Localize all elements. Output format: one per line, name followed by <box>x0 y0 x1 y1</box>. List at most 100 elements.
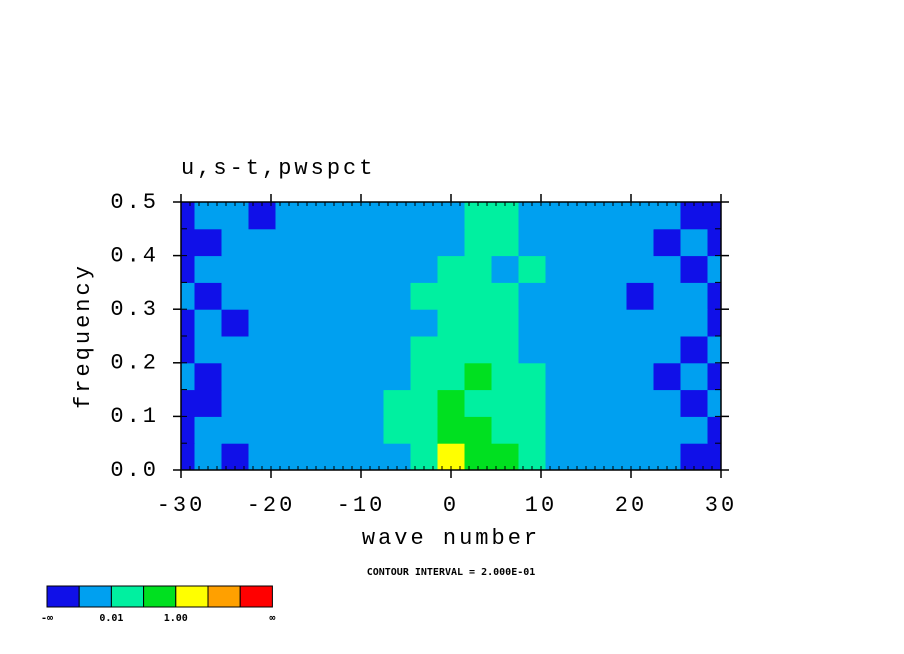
contour-cell <box>518 228 546 257</box>
colorbar-label: -∞ <box>41 613 53 624</box>
contour-cell <box>599 362 627 391</box>
annotation: CONTOUR INTERVAL = 2.000E-01 <box>367 567 536 578</box>
contour-cell <box>248 255 276 283</box>
contour-cell <box>653 282 681 310</box>
contour-cell <box>383 362 411 391</box>
contour-cell <box>302 362 330 391</box>
contour-cell <box>491 309 519 337</box>
contour-cell <box>194 336 222 364</box>
contour-cell <box>599 255 627 283</box>
contour-cell <box>680 282 708 310</box>
contour-cell <box>410 255 438 283</box>
contour-cell <box>707 202 721 230</box>
contour-cell <box>181 336 195 364</box>
contour-cell <box>356 336 384 364</box>
contour-cell <box>383 309 411 337</box>
contour-cell <box>545 389 573 417</box>
contour-cell <box>410 309 438 337</box>
contour-cell <box>356 362 384 391</box>
contour-cell <box>383 282 411 310</box>
contour-cell <box>599 309 627 337</box>
contour-cell <box>383 228 411 257</box>
contour-cell <box>653 443 681 470</box>
contour-cell <box>302 255 330 283</box>
contour-cell <box>626 255 654 283</box>
contour-cell <box>356 389 384 417</box>
contour-cell <box>437 389 465 417</box>
contour-cell <box>221 362 249 391</box>
contour-cell <box>410 202 438 230</box>
contour-cell <box>329 282 357 310</box>
contour-cell <box>545 443 573 470</box>
contour-cell <box>680 228 708 257</box>
contour-cell <box>383 255 411 283</box>
contour-cell <box>221 309 249 337</box>
contour-cell <box>518 202 546 230</box>
contour-cell <box>437 255 465 283</box>
contour-cell <box>302 389 330 417</box>
contour-cell <box>181 309 195 337</box>
contour-cell <box>599 336 627 364</box>
contour-cell <box>491 362 519 391</box>
contour-cell <box>707 389 721 417</box>
contour-cell <box>464 389 492 417</box>
colorbar-label: ∞ <box>269 613 275 624</box>
colorbar-swatch <box>143 585 177 608</box>
contour-cell <box>599 228 627 257</box>
contour-cell <box>275 255 303 283</box>
contour-cell <box>707 336 721 364</box>
contour-cell <box>181 389 195 417</box>
contour-cell <box>653 389 681 417</box>
contour-field <box>181 202 721 470</box>
contour-cell <box>572 309 600 337</box>
contour-cell <box>626 336 654 364</box>
contour-cell <box>680 389 708 417</box>
contour-cell <box>302 416 330 444</box>
contour-cell <box>302 443 330 470</box>
contour-cell <box>221 336 249 364</box>
contour-cell <box>329 416 357 444</box>
contour-cell <box>545 309 573 337</box>
contour-cell <box>707 255 721 283</box>
contour-cell <box>680 255 708 283</box>
contour-cell <box>680 336 708 364</box>
x-tick-label: 0 <box>443 493 459 518</box>
contour-cell <box>707 228 721 257</box>
contour-cell <box>329 389 357 417</box>
contour-cell <box>194 309 222 337</box>
contour-cell <box>626 416 654 444</box>
contour-cell <box>464 202 492 230</box>
contour-cell <box>437 443 465 470</box>
contour-cell <box>545 202 573 230</box>
contour-cell <box>181 416 195 444</box>
contour-cell <box>329 228 357 257</box>
contour-cell <box>329 202 357 230</box>
contour-cell <box>707 362 721 391</box>
contour-cell <box>194 443 222 470</box>
x-tick-label: -30 <box>157 493 206 518</box>
contour-cell <box>707 309 721 337</box>
chart-title: u,s-t,pwspct <box>181 156 375 181</box>
contour-cell <box>491 389 519 417</box>
contour-cell <box>599 202 627 230</box>
contour-cell <box>194 416 222 444</box>
contour-cell <box>329 443 357 470</box>
y-tick-label: 0.4 <box>110 243 159 268</box>
contour-cell <box>194 202 222 230</box>
contour-cell <box>221 255 249 283</box>
contour-cell <box>518 336 546 364</box>
contour-cell <box>275 202 303 230</box>
contour-cell <box>383 416 411 444</box>
contour-cell <box>275 228 303 257</box>
contour-cell <box>275 443 303 470</box>
contour-cell <box>410 282 438 310</box>
contour-cell <box>653 309 681 337</box>
contour-cell <box>356 309 384 337</box>
contour-cell <box>275 362 303 391</box>
y-tick-label: 0.1 <box>110 404 159 429</box>
contour-cell <box>626 389 654 417</box>
contour-cell <box>545 282 573 310</box>
contour-cell <box>680 309 708 337</box>
contour-cell <box>545 416 573 444</box>
